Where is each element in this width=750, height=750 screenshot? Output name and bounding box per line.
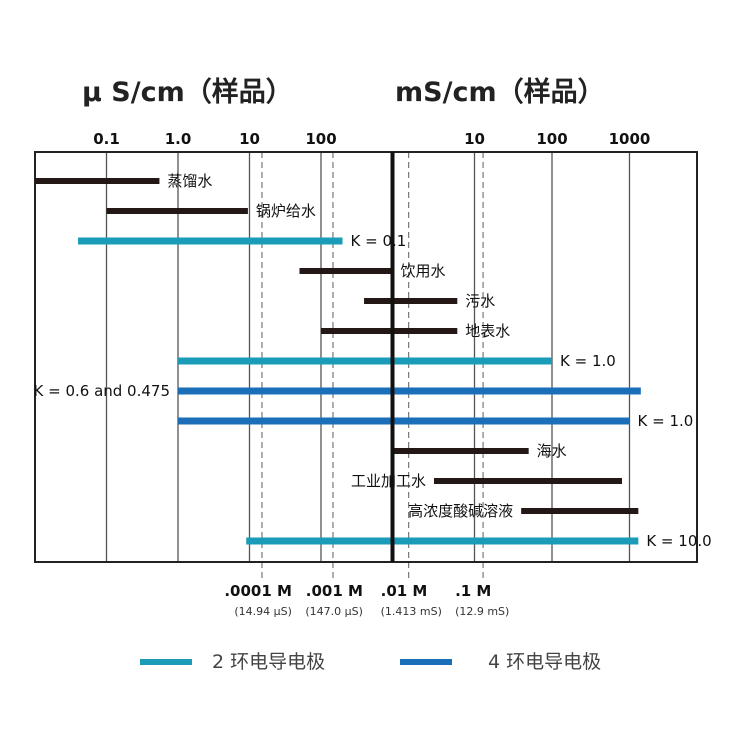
range-bar-sample bbox=[521, 508, 639, 514]
range-bar-4-ring bbox=[178, 417, 630, 425]
legend-swatch-2-ring bbox=[140, 659, 192, 665]
legend: 2 环电导电极 4 环电导电极 bbox=[140, 651, 601, 673]
bar-label: 锅炉给水 bbox=[256, 202, 316, 220]
range-bar-2-ring bbox=[246, 537, 639, 545]
plot-frame bbox=[34, 151, 698, 563]
right-unit-title: mS/cm（样品） bbox=[395, 76, 605, 108]
top-tick-label: 1000 bbox=[609, 130, 651, 148]
bar-label: 海水 bbox=[537, 442, 567, 460]
range-bar-sample bbox=[35, 178, 160, 184]
bar-label: K = 1.0 bbox=[638, 412, 694, 430]
range-bar-sample bbox=[392, 448, 529, 454]
top-tick-label: 100 bbox=[305, 130, 336, 148]
top-tick-label: 10 bbox=[239, 130, 260, 148]
legend-swatch-4-ring bbox=[400, 659, 452, 665]
range-bar-4-ring bbox=[178, 387, 641, 395]
bar-label: K = 0.6 and 0.475 bbox=[34, 382, 171, 400]
range-bar-2-ring bbox=[78, 237, 343, 245]
molarity-label: .1 M bbox=[455, 582, 491, 600]
gridlines bbox=[105, 152, 631, 562]
molarity-label: .0001 M bbox=[224, 582, 292, 600]
top-tick-label: 10 bbox=[464, 130, 485, 148]
bar-label: 高浓度酸碱溶液 bbox=[408, 502, 513, 520]
range-bar-sample bbox=[106, 208, 248, 214]
bar-label: 饮用水 bbox=[401, 262, 446, 280]
top-tick-label: 100 bbox=[536, 130, 567, 148]
molarity-labels: .0001 M (14.94 μS) .001 M (147.0 μS) .01 M (1… bbox=[224, 582, 509, 618]
legend-label-4-ring: 4 环电导电极 bbox=[488, 651, 601, 673]
molarity-sublabel: (12.9 mS) bbox=[455, 605, 509, 618]
range-bar-2-ring bbox=[178, 357, 552, 365]
range-bar-sample bbox=[433, 478, 622, 484]
top-tick-label: 0.1 bbox=[93, 130, 120, 148]
bar-label: K = 1.0 bbox=[560, 352, 616, 370]
molarity-reference-lines bbox=[261, 152, 484, 580]
bar-label: 地表水 bbox=[465, 322, 510, 340]
top-tick-labels: 0.1 1.0 10 100 10 100 1000 bbox=[93, 130, 650, 148]
bar-label: 工业加工水 bbox=[351, 472, 426, 490]
bar-label: 蒸馏水 bbox=[167, 172, 212, 190]
molarity-label: .001 M bbox=[306, 582, 363, 600]
molarity-label: .01 M bbox=[381, 582, 428, 600]
bar-label: 污水 bbox=[465, 292, 495, 310]
legend-label-2-ring: 2 环电导电极 bbox=[212, 651, 325, 673]
bar-label: K = 0.1 bbox=[351, 232, 407, 250]
molarity-sublabel: (14.94 μS) bbox=[234, 605, 292, 618]
range-bar-sample bbox=[299, 268, 393, 274]
left-unit-title: μ S/cm（样品） bbox=[82, 76, 293, 108]
bar-label: K = 10.0 bbox=[646, 532, 711, 550]
molarity-sublabel: (1.413 mS) bbox=[381, 605, 442, 618]
molarity-sublabel: (147.0 μS) bbox=[305, 605, 363, 618]
range-bar-sample bbox=[321, 328, 458, 334]
top-tick-label: 1.0 bbox=[165, 130, 192, 148]
range-bar-sample bbox=[364, 298, 458, 304]
